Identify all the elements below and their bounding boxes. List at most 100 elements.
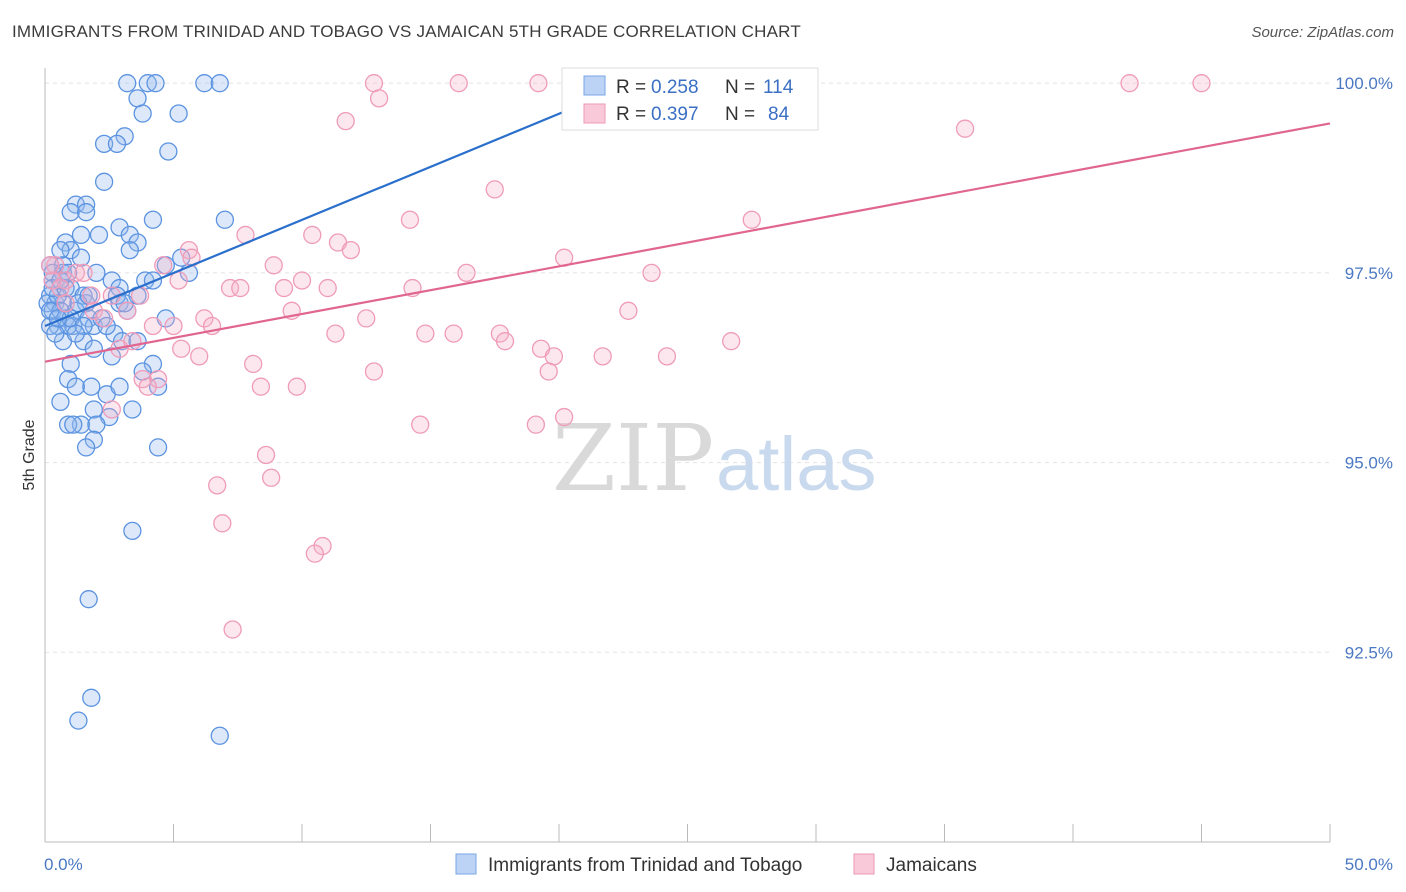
trinidad-point: [89, 225, 109, 245]
trinidad-point: [66, 324, 85, 343]
jamaicans-point: [169, 271, 188, 290]
series-legend-label-jamaicans: Jamaicans: [886, 855, 977, 876]
jamaicans-point: [220, 278, 240, 298]
x-tick-label-min: 0.0%: [44, 855, 83, 874]
jamaicans-point: [138, 377, 157, 396]
trend-line-jamaicans: [44, 122, 1331, 363]
jamaicans-point: [539, 362, 558, 381]
jamaicans-point: [495, 332, 515, 351]
trinidad-point: [82, 377, 101, 396]
jamaicans-point: [82, 286, 101, 305]
jamaicans-point: [357, 309, 376, 328]
jamaicans-point: [326, 324, 345, 343]
jamaicans-point: [264, 256, 283, 275]
series-legend-swatch-jamaicans: [853, 853, 875, 875]
jamaicans-point: [46, 256, 65, 275]
trinidad-point: [148, 438, 168, 457]
jamaicans-point: [642, 263, 661, 283]
source-credit: Source: ZipAtlas.com: [1251, 24, 1394, 41]
series-legend-swatch-trinidad: [455, 853, 477, 875]
trinidad-point: [94, 172, 114, 191]
trinidad-point: [76, 203, 96, 222]
legend-n-label-2: N =: [725, 104, 755, 125]
trinidad-point: [210, 74, 229, 93]
trinidad-point: [51, 240, 70, 260]
trinidad-point: [61, 240, 80, 260]
trinidad-point: [123, 400, 142, 419]
jamaicans-point: [208, 476, 227, 495]
jamaicans-point: [143, 316, 163, 336]
trinidad-point: [110, 377, 129, 396]
jamaicans-point: [400, 210, 420, 229]
legend-n-value-2: 84: [768, 104, 790, 125]
trinidad-point: [71, 248, 91, 267]
trinidad-point: [74, 316, 93, 336]
trinidad-point: [138, 74, 157, 93]
jamaicans-point: [444, 324, 463, 343]
trinidad-point: [123, 521, 142, 541]
trinidad-point: [195, 74, 214, 93]
jamaicans-point: [244, 354, 263, 374]
jamaicans-point: [544, 347, 564, 366]
jamaicans-point: [195, 309, 214, 328]
trinidad-point: [143, 210, 163, 229]
series-trinidad-points: [38, 74, 235, 745]
jamaicans-point: [231, 278, 250, 298]
jamaicans-point: [457, 263, 476, 283]
legend-r-label-2: R =: [616, 104, 646, 125]
trinidad-point: [84, 400, 103, 419]
trinidad-point: [172, 248, 191, 267]
jamaicans-point: [485, 180, 504, 199]
legend-n-label-1: N =: [725, 77, 755, 98]
trinidad-point: [107, 134, 127, 154]
trinidad-point: [133, 104, 152, 123]
jamaicans-point: [172, 339, 191, 358]
trinidad-point: [64, 415, 83, 434]
jamaicans-point: [619, 301, 638, 320]
trinidad-point: [40, 301, 60, 320]
jamaicans-point: [411, 415, 430, 434]
chart-title: IMMIGRANTS FROM TRINIDAD AND TOBAGO VS J…: [12, 22, 801, 41]
y-tick-label: 100.0%: [1335, 74, 1393, 93]
trinidad-point: [84, 430, 103, 449]
jamaicans-point: [213, 514, 232, 533]
jamaicans-point: [364, 74, 384, 93]
trinidad-point: [94, 134, 114, 154]
trinidad-point: [120, 240, 139, 260]
trinidad-point: [87, 263, 106, 283]
legend-r-value-1: 0.258: [651, 77, 699, 98]
jamaicans-point: [593, 347, 612, 366]
jamaicans-point: [313, 536, 332, 556]
watermark-atlas: atlas: [716, 422, 877, 507]
jamaicans-point: [742, 210, 761, 229]
trinidad-point: [210, 726, 229, 745]
trinidad-point: [66, 377, 85, 396]
jamaicans-point: [449, 74, 468, 93]
jamaicans-point: [164, 316, 183, 336]
legend-r-value-2: 0.397: [651, 104, 699, 125]
jamaicans-point: [955, 119, 975, 138]
jamaicans-point: [43, 271, 62, 290]
y-tick-label: 95.0%: [1345, 454, 1393, 473]
jamaicans-point: [287, 377, 307, 396]
trinidad-point: [46, 324, 65, 343]
series-jamaicans-points: [40, 74, 1211, 639]
trinidad-point: [102, 347, 121, 366]
legend-r-label-1: R =: [616, 77, 646, 98]
trinidad-point: [82, 688, 101, 707]
trinidad-point: [74, 332, 93, 351]
trinidad-point: [51, 392, 70, 412]
jamaicans-point: [256, 445, 276, 465]
jamaicans-point: [369, 89, 389, 108]
jamaicans-point: [554, 407, 574, 427]
trinidad-point: [69, 711, 88, 730]
y-tick-label: 92.5%: [1345, 643, 1393, 662]
trinidad-point: [71, 415, 91, 434]
trinidad-point: [76, 438, 96, 457]
jamaicans-point: [657, 347, 677, 366]
trend-lines: [44, 74, 1331, 363]
y-axis-label: 5th Grade: [21, 419, 38, 490]
trinidad-point: [169, 104, 188, 123]
legend-n-value-1: 114: [763, 77, 794, 98]
jamaicans-point: [1192, 74, 1211, 93]
